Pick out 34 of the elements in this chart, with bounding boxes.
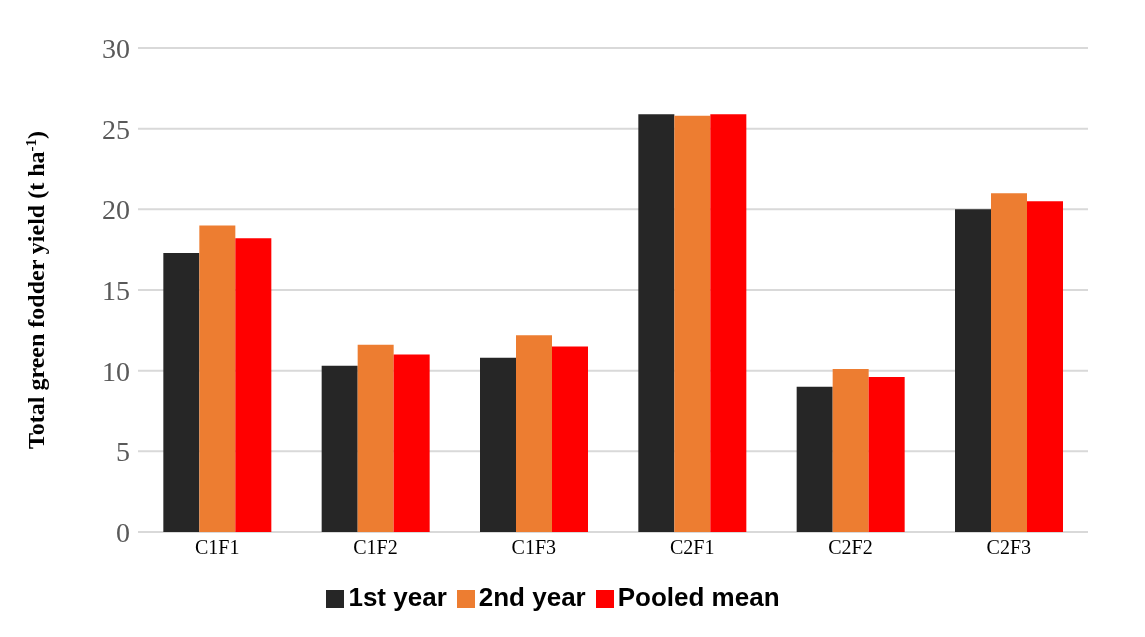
bar bbox=[868, 377, 905, 532]
bar bbox=[321, 365, 358, 532]
bar bbox=[674, 115, 711, 532]
bar bbox=[1027, 201, 1063, 532]
bar bbox=[710, 114, 747, 532]
bar bbox=[235, 238, 272, 532]
x-tick-label: C2F1 bbox=[669, 536, 715, 559]
bar bbox=[516, 335, 552, 532]
y-tick-label: 0 bbox=[116, 516, 130, 548]
bar bbox=[832, 369, 869, 532]
legend-label: 1st year bbox=[348, 582, 447, 612]
bar bbox=[955, 209, 991, 532]
bar bbox=[480, 357, 516, 532]
y-tick-label: 20 bbox=[102, 194, 130, 226]
bar bbox=[991, 193, 1027, 532]
x-tick-label: C2F3 bbox=[986, 536, 1032, 559]
bar bbox=[357, 344, 394, 532]
y-tick-label: 15 bbox=[102, 274, 130, 306]
x-tick-label: C1F1 bbox=[194, 536, 240, 559]
y-tick-label: 5 bbox=[116, 436, 130, 468]
x-tick-label: C1F2 bbox=[353, 536, 398, 559]
x-tick-label: C2F2 bbox=[828, 536, 873, 559]
bar bbox=[796, 386, 833, 532]
legend-label: 2nd year bbox=[478, 582, 586, 612]
bar bbox=[199, 225, 236, 532]
legend-label: Pooled mean bbox=[617, 582, 780, 612]
y-tick-label: 25 bbox=[102, 113, 130, 145]
bar bbox=[552, 346, 588, 532]
bar bbox=[163, 252, 200, 532]
bar bbox=[393, 354, 430, 532]
y-tick-label: 10 bbox=[102, 355, 130, 387]
bar bbox=[638, 114, 675, 532]
x-tick-label: C1F3 bbox=[511, 536, 557, 559]
y-tick-label: 30 bbox=[102, 32, 130, 64]
